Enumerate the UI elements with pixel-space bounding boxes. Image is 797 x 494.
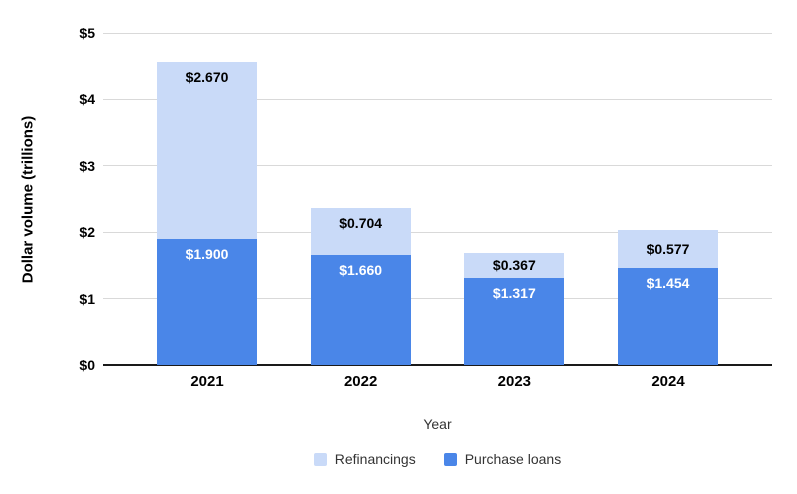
gridline	[103, 98, 772, 100]
y-tick-label: $4	[79, 91, 95, 108]
x-tick-label: 2024	[651, 373, 685, 390]
bar-value-label: $0.577	[646, 241, 690, 258]
x-tick-label: 2022	[343, 373, 378, 390]
bar-value-label: $0.704	[339, 215, 383, 232]
y-tick-label: $1	[79, 290, 95, 307]
x-axis-line	[103, 364, 772, 366]
gridline	[103, 298, 772, 300]
legend: Refinancings Purchase loans	[103, 451, 772, 467]
y-tick-label: $2	[79, 224, 95, 241]
y-axis-title-wrap: Dollar volume (trillions)	[8, 33, 48, 365]
legend-color-swatch	[313, 452, 327, 466]
gridline	[103, 231, 772, 233]
bar-value-label: $1.454	[646, 275, 690, 292]
bar-value-label: $1.660	[339, 261, 383, 278]
y-axis-title: Dollar volume (trillions)	[19, 115, 37, 283]
bar-segment-refinancings: $0.367	[464, 253, 565, 278]
bar-value-label: $2.670	[185, 68, 229, 85]
bar-segment-purchase-loans: $1.317	[464, 277, 565, 365]
y-tick-label: $5	[79, 25, 95, 41]
legend-label: Refinancings	[334, 451, 416, 467]
bar-segment-purchase-loans: $1.660	[310, 254, 411, 365]
y-tick-label: $3	[79, 157, 95, 174]
gridline	[103, 32, 772, 34]
gridline	[103, 165, 772, 167]
x-tick-label: 2023	[497, 373, 532, 390]
bar-segment-refinancings: $0.577	[618, 230, 718, 269]
y-tick-label: $0	[79, 357, 95, 373]
bar-segment-refinancings: $0.704	[310, 208, 411, 255]
x-axis-title: Year	[423, 416, 452, 432]
legend-color-swatch	[443, 452, 457, 466]
bar-value-label: $1.900	[185, 245, 229, 262]
bar-segment-purchase-loans: $1.900	[157, 238, 257, 365]
bar-value-label: $0.367	[492, 257, 536, 274]
x-tick-label: 2021	[190, 373, 224, 390]
legend-item-purchase-loans: Purchase loans	[443, 451, 562, 467]
x-axis-title-wrap: Year	[103, 416, 772, 434]
bar-segment-refinancings: $2.670	[157, 61, 257, 239]
legend-item-refinancings: Refinancings	[313, 451, 416, 467]
legend-label: Purchase loans	[464, 451, 562, 467]
bar-segment-purchase-loans: $1.454	[618, 268, 718, 365]
bar-value-label: $1.317	[492, 284, 536, 301]
